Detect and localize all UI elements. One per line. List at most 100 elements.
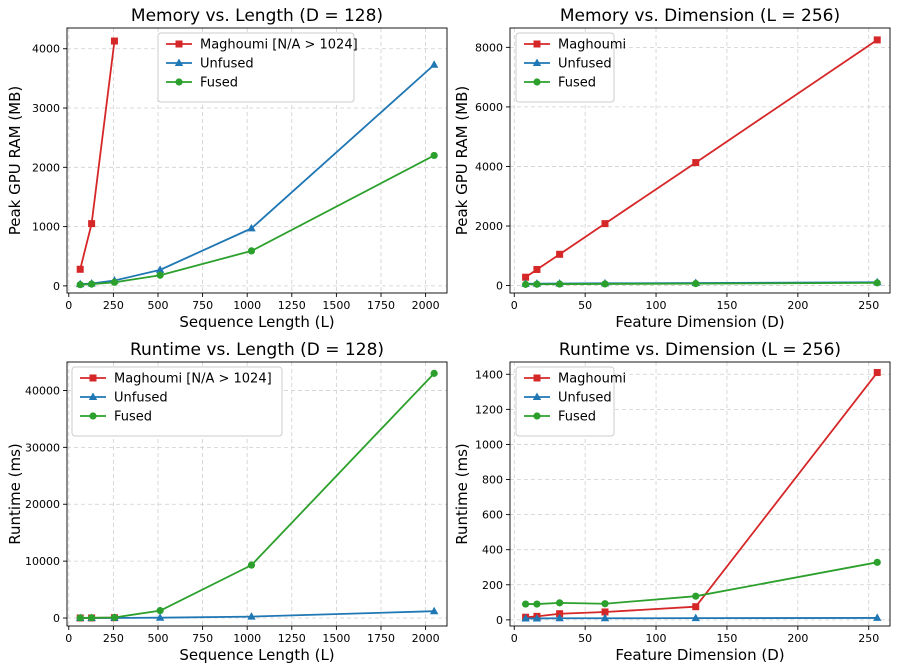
- legend-box: [71, 366, 283, 437]
- data-point-triangle: [429, 60, 439, 68]
- y-tick-label: 1200: [475, 403, 503, 416]
- x-tick-label: 1750: [367, 632, 395, 645]
- y-tick-label: 0: [53, 612, 60, 625]
- data-point-circle: [156, 271, 164, 279]
- data-point-circle: [110, 278, 119, 286]
- x-tick-label: 200: [787, 632, 808, 645]
- chart-title: Memory vs. Length (D = 128): [131, 6, 383, 26]
- data-point-circle: [521, 280, 530, 288]
- x-tick-label: 250: [103, 632, 124, 645]
- data-point-circle: [692, 280, 700, 288]
- y-tick-label: 1400: [475, 368, 503, 381]
- data-point-square: [601, 608, 609, 616]
- legend-marker-circle: [175, 78, 183, 86]
- y-tick-label: 0: [496, 614, 503, 627]
- data-point-circle: [247, 561, 256, 569]
- data-point-triangle: [691, 613, 700, 622]
- x-tick-label: 50: [578, 632, 592, 645]
- data-point-triangle: [429, 606, 439, 615]
- y-tick-label: 10000: [25, 555, 60, 568]
- plot-frame: [509, 361, 891, 627]
- x-tick-label: 0: [65, 632, 72, 645]
- x-tick-label: 0: [65, 299, 72, 312]
- data-point-circle: [873, 558, 881, 566]
- data-point-circle: [692, 592, 700, 600]
- data-point-circle: [430, 151, 438, 160]
- x-tick-label: 1000: [233, 632, 261, 645]
- y-tick-label: 40000: [25, 384, 60, 397]
- legend-marker-triangle: [532, 392, 542, 400]
- chart-title: Memory vs. Dimension (L = 256): [560, 6, 840, 26]
- legend: Maghoumi Unfused Fused: [515, 366, 626, 437]
- x-tick-label: 1000: [233, 299, 261, 312]
- legend-marker-circle: [533, 412, 541, 420]
- data-point-circle: [556, 599, 564, 607]
- data-point-triangle: [873, 613, 882, 621]
- legend-marker-square: [533, 374, 541, 382]
- x-tick-label: 500: [147, 299, 168, 312]
- y-tick-label: 3000: [32, 102, 60, 115]
- legend-marker-square: [89, 374, 97, 382]
- y-tick-label: 2000: [475, 220, 503, 233]
- legend-label: Unfused: [558, 57, 612, 72]
- x-axis-label: Feature Dimension (D): [615, 646, 784, 664]
- x-tick-label: 1750: [367, 299, 395, 312]
- x-tick-label: 250: [103, 299, 124, 312]
- y-tick-label: 4000: [32, 43, 60, 56]
- chart-title: Runtime vs. Dimension (L = 256): [559, 340, 841, 360]
- x-tick-label: 250: [858, 632, 879, 645]
- legend: Maghoumi [N/A > 1024] Unfused Fused: [157, 32, 358, 103]
- x-tick-label: 750: [192, 632, 213, 645]
- x-tick-label: 50: [578, 299, 592, 312]
- legend-box: [157, 32, 355, 103]
- legend-label: Fused: [114, 410, 152, 425]
- data-point-circle: [110, 613, 119, 622]
- data-point-circle: [601, 600, 609, 608]
- y-tick-label: 30000: [25, 441, 60, 454]
- data-point-circle: [430, 369, 438, 377]
- y-tick-label: 4000: [475, 160, 503, 173]
- legend-label: Unfused: [114, 391, 168, 406]
- x-tick-label: 2000: [412, 299, 440, 312]
- legend-label: Maghoumi [N/A > 1024]: [200, 38, 358, 53]
- data-point-square: [522, 273, 530, 281]
- data-point-circle: [601, 280, 609, 288]
- data-point-square: [533, 265, 541, 273]
- data-point-triangle: [600, 613, 610, 622]
- x-tick-label: 200: [787, 299, 808, 312]
- legend-marker-triangle: [174, 58, 184, 66]
- data-point-square: [110, 37, 118, 45]
- legend-label: Maghoumi: [558, 372, 626, 387]
- x-tick-label: 2000: [412, 632, 440, 645]
- y-tick-label: 600: [482, 509, 503, 522]
- data-point-triangle: [247, 223, 256, 232]
- legend-box: [515, 32, 615, 103]
- data-point-square: [556, 250, 564, 258]
- legend-marker-triangle: [88, 392, 98, 400]
- x-tick-label: 0: [511, 299, 518, 312]
- x-axis-label: Feature Dimension (D): [615, 313, 784, 331]
- y-tick-label: 2000: [32, 161, 60, 174]
- data-point-circle: [88, 614, 96, 622]
- data-point-circle: [88, 280, 96, 288]
- plot-frame: [66, 361, 448, 627]
- chart-panel-4: 0 50 100 150 200 250 0 200 400 600 800 1000 1200 1400…: [453, 340, 891, 664]
- chart-panel-2: 0 50 100 150 200 250 0 2000 4000 6000 8000 Memory v…: [453, 6, 891, 331]
- legend-marker-square: [175, 40, 183, 48]
- chart-title: Runtime vs. Length (D = 128): [130, 340, 384, 360]
- y-tick-label: 20000: [25, 498, 60, 511]
- x-tick-label: 0: [511, 632, 518, 645]
- data-point-triangle: [155, 613, 165, 621]
- chart-panel-1: 0 250 500 750 1000 1250 1500 1750 2000 0 1000 2000 3…: [6, 6, 448, 331]
- y-tick-label: 6000: [475, 101, 503, 114]
- series-line-circle: [525, 561, 878, 605]
- legend-marker-circle: [89, 412, 97, 420]
- x-axis-label: Sequence Length (L): [179, 646, 334, 664]
- chart-panel-3: 0 250 500 750 1000 1250 1500 1750 20000100002000…: [6, 340, 448, 664]
- data-point-circle: [873, 279, 881, 287]
- data-point-circle: [533, 600, 541, 608]
- data-point-square: [873, 36, 881, 44]
- data-point-triangle: [532, 613, 542, 622]
- data-point-circle: [76, 614, 84, 622]
